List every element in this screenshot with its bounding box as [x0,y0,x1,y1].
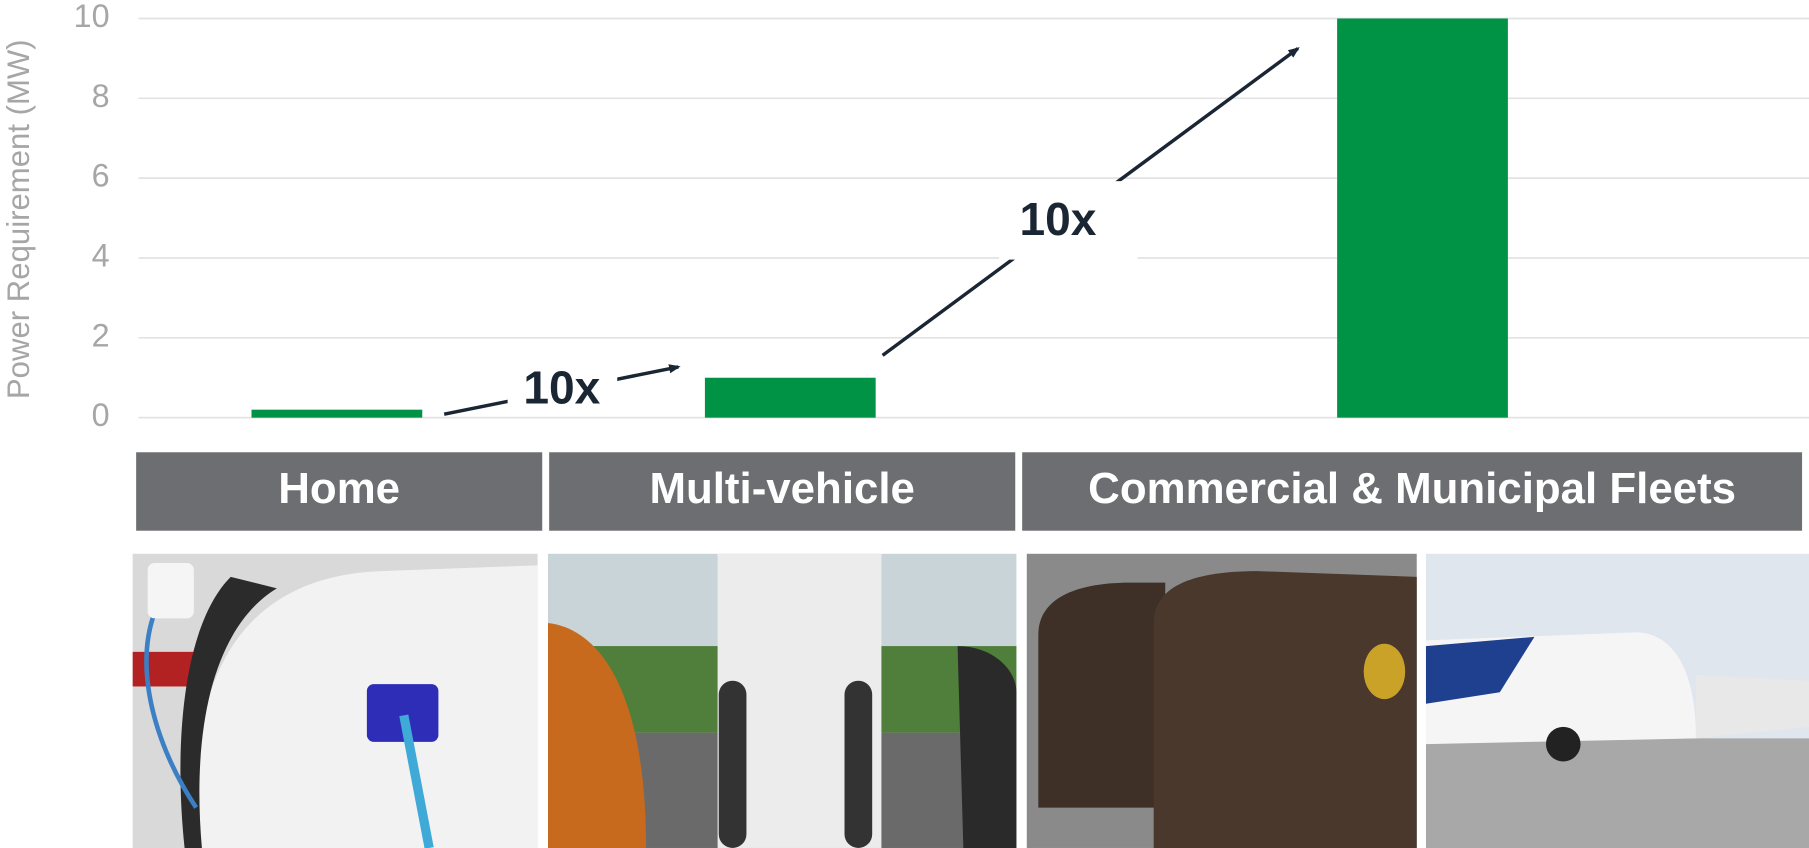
bar [1337,18,1508,417]
grid [138,18,1809,417]
category-label: Commercial & Municipal Fleets [1088,464,1736,513]
page: {"chart_data": {"type": "bar", "y_label"… [0,0,1809,848]
photo-buses [1426,554,1809,848]
category-label: Multi-vehicle [649,464,914,513]
y-tick-label: 10 [74,0,110,34]
bar [705,378,876,418]
bar [252,410,423,418]
y-axis-label: Power Requirement (MW) [1,39,36,399]
photo-multi-vehicle [548,554,1016,848]
photo-home [133,554,538,848]
photo-delivery-vans [1027,554,1417,848]
y-tick-label: 2 [92,317,110,353]
chart: Power Requirement (MW) 10x 10x [0,0,1809,848]
category-label: Home [278,464,400,513]
annotation: 10x [523,361,600,413]
annotation: 10x [1019,193,1096,245]
y-tick-label: 8 [92,78,110,114]
y-tick-label: 4 [92,238,110,274]
bars [252,18,1508,417]
y-tick-label: 6 [92,158,110,194]
y-tick-label: 0 [92,397,110,433]
